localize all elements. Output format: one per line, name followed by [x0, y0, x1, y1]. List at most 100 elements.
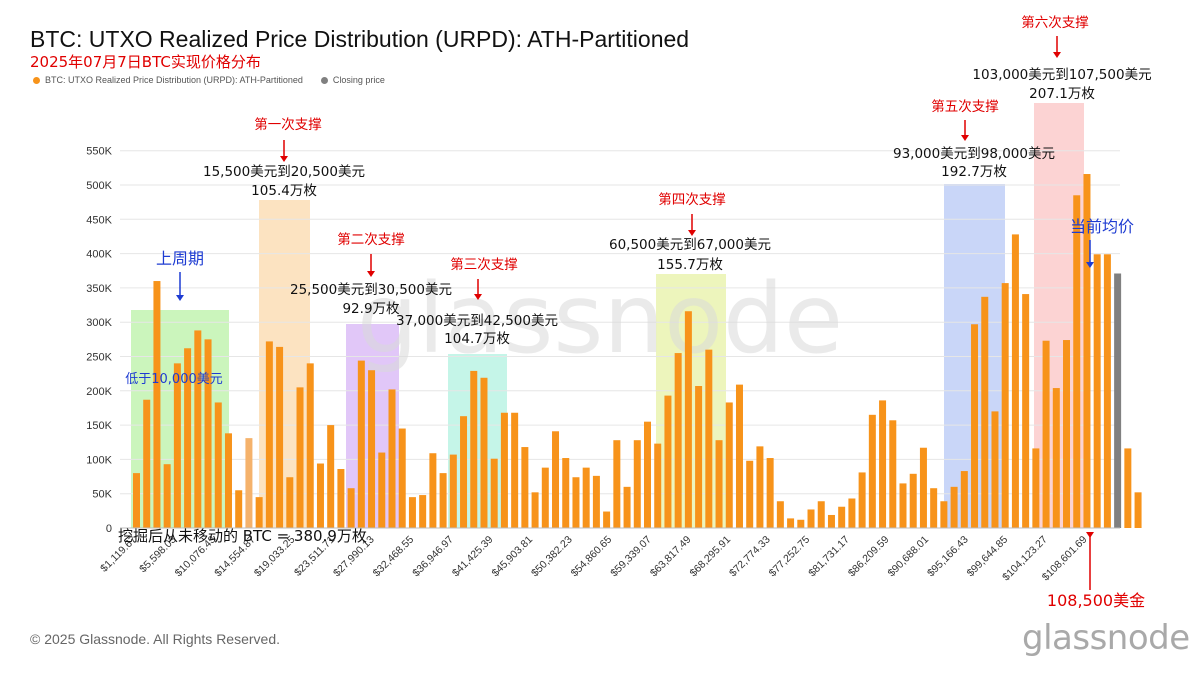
bar: [276, 346, 284, 528]
bar: [316, 463, 324, 528]
bar: [603, 511, 611, 528]
bar: [766, 458, 774, 528]
bar: [991, 411, 999, 528]
legend-dot-orange-icon: [33, 76, 40, 84]
glassnode-logo: glassnode: [1022, 618, 1190, 658]
chart-subtitle: 2025年07月7日BTC实现价格分布: [30, 53, 261, 71]
bar: [1052, 388, 1060, 528]
bar: [1063, 340, 1071, 528]
arrow-sixth-support-head: [1053, 52, 1061, 58]
x-tick-label: $86,209.59: [846, 534, 892, 580]
x-tick-label: $81,731.17: [806, 534, 852, 580]
y-tick-label: 400K: [86, 249, 112, 261]
y-tick-label: 450K: [86, 214, 112, 226]
bar: [684, 311, 692, 528]
bar: [899, 483, 907, 528]
bar: [940, 501, 948, 528]
bar: [725, 402, 733, 528]
bar: [194, 330, 202, 528]
legend-item-closing-price[interactable]: Closing price: [320, 75, 385, 85]
label-fourth-amount: 155.7万枚: [657, 257, 723, 273]
label-fourth-range: 60,500美元到67,000美元: [609, 237, 771, 253]
bar: [306, 363, 314, 528]
bar: [552, 431, 560, 528]
arrow-third-support-head: [474, 294, 482, 300]
y-tick-label: 100K: [86, 454, 112, 466]
bar: [184, 348, 192, 528]
legend: BTC: UTXO Realized Price Distribution (U…: [33, 75, 385, 85]
y-tick-label: 200K: [86, 386, 112, 398]
bar: [582, 467, 590, 528]
bar: [715, 440, 723, 528]
arrow-fifth-support-head: [961, 135, 969, 141]
bar: [960, 471, 968, 528]
bar: [1134, 492, 1142, 528]
bar: [633, 440, 641, 528]
x-tick-label: $41,425.39: [450, 534, 496, 580]
label-sixth-range: 103,000美元到107,500美元: [972, 67, 1151, 83]
label-first-support: 第一次支撑: [254, 116, 322, 133]
bar: [787, 518, 795, 528]
bar: [735, 384, 743, 528]
bar: [500, 412, 508, 528]
bar: [388, 389, 396, 528]
bar: [327, 425, 335, 528]
x-tick-label: $90,688.01: [885, 534, 931, 580]
x-tick-label: $77,252.75: [767, 534, 813, 580]
x-tick-label: $36,946.97: [410, 534, 456, 580]
bar: [419, 495, 427, 528]
arrow-fourth-support-head: [688, 230, 696, 236]
bar: [1001, 283, 1009, 528]
label-fifth-range: 93,000美元到98,000美元: [893, 146, 1055, 162]
bar: [490, 458, 498, 528]
bar: [807, 509, 815, 528]
label-sixth-support: 第六次支撑: [1021, 14, 1089, 31]
label-second-range: 25,500美元到30,500美元: [290, 282, 452, 298]
y-tick-label: 50K: [92, 489, 112, 501]
label-fifth-amount: 192.7万枚: [941, 164, 1007, 180]
bar: [163, 464, 171, 528]
watermark: glassnode: [357, 263, 843, 375]
bar: [705, 349, 713, 528]
bar: [214, 402, 222, 528]
bar: [245, 438, 253, 528]
bar: [265, 341, 273, 528]
label-below-10k: 低于10,000美元: [125, 372, 223, 387]
y-tick-label: 250K: [86, 352, 112, 364]
label-sixth-amount: 207.1万枚: [1029, 86, 1095, 102]
label-first-amount: 105.4万枚: [251, 183, 317, 199]
bar: [429, 453, 437, 528]
x-tick-label: $59,339.07: [608, 534, 654, 580]
bar: [797, 519, 805, 528]
bar: [623, 486, 631, 528]
bar: [439, 473, 447, 528]
bar: [153, 281, 161, 528]
bar: [143, 399, 151, 528]
bar: [357, 360, 365, 528]
bar: [756, 446, 764, 528]
bar: [133, 473, 140, 528]
y-tick-label: 550K: [86, 146, 112, 158]
bar: [971, 324, 979, 528]
bar: [1022, 294, 1030, 528]
legend-item-urpd[interactable]: BTC: UTXO Realized Price Distribution (U…: [33, 75, 303, 85]
bar: [368, 370, 376, 528]
closing-price-bar: [1114, 273, 1122, 528]
bar: [1073, 195, 1081, 529]
bar: [398, 428, 406, 528]
bar: [695, 385, 703, 528]
label-previous-cycle: 上周期: [156, 249, 204, 268]
bar: [378, 452, 386, 528]
bar: [879, 400, 887, 528]
y-axis: 0 50K 100K 150K 200K 250K 300K 350K 400K 450K 500K…: [86, 146, 112, 535]
bar: [337, 469, 345, 528]
x-tick-label: $54,860.65: [569, 534, 615, 580]
bar: [644, 421, 651, 528]
bar: [827, 514, 835, 528]
bar: [480, 377, 488, 528]
legend-label-urpd: BTC: UTXO Realized Price Distribution (U…: [45, 75, 303, 85]
x-tick-label: $72,774.33: [727, 534, 773, 580]
label-first-range: 15,500美元到20,500美元: [203, 164, 365, 180]
label-second-support: 第二次支撑: [337, 231, 405, 248]
